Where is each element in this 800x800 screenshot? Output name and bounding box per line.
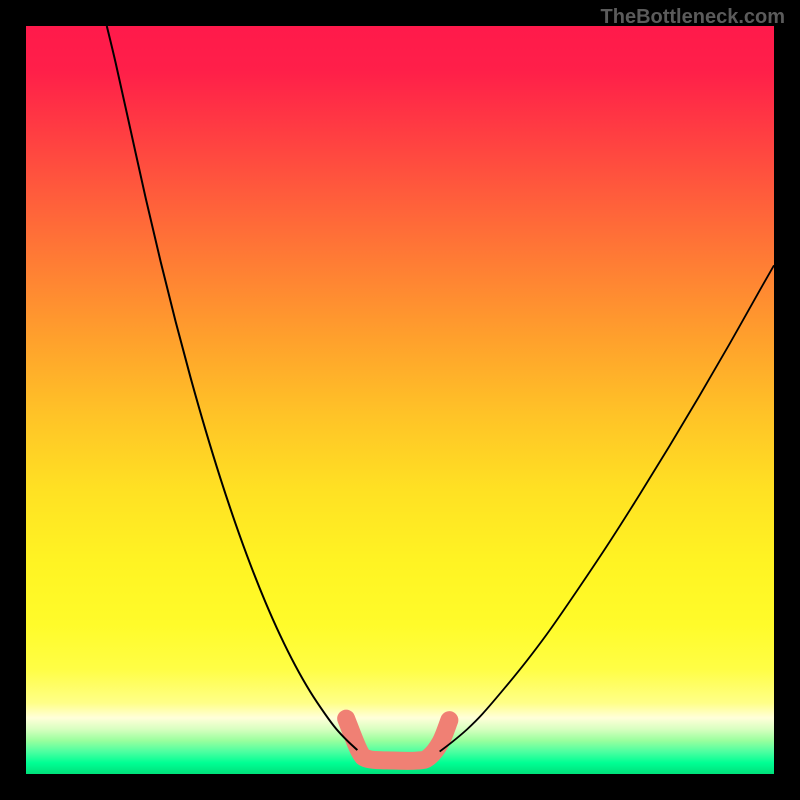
chart-container: TheBottleneck.com bbox=[0, 0, 800, 800]
watermark-text: TheBottleneck.com bbox=[601, 6, 785, 29]
plot-gradient-background bbox=[26, 26, 774, 774]
